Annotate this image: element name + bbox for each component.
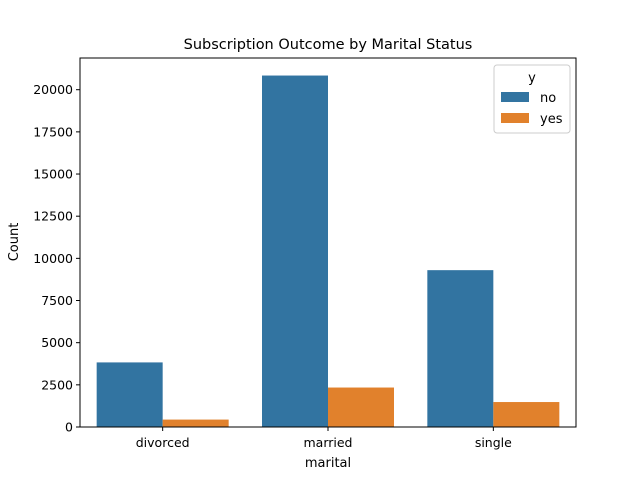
legend-label-yes: yes [540,112,563,127]
legend-title: y [528,71,536,86]
bars-layer [96,75,560,427]
y-axis: 0 2500 5000 7500 10000 12500 15000 17500 20000 [33,82,80,435]
y-axis-label: Count [7,223,22,262]
plot-area: divorced married single 0 2500 5000 7500 10000… [33,57,577,450]
y-tick-label: 17500 [33,124,73,139]
bar-no-divorced [96,362,163,427]
x-axis: divorced married single [136,427,512,450]
bar-yes-single [493,402,560,427]
y-tick-label: 20000 [33,82,73,97]
y-tick-label: 7500 [41,293,73,308]
y-tick-label: 0 [65,420,73,435]
bar-yes-married [328,387,394,427]
legend-items: no yes [501,91,563,127]
chart-title: Subscription Outcome by Marital Status [184,37,473,53]
legend: y no yes [493,64,571,134]
plot-frame [79,57,577,428]
bar-no-single [427,270,494,427]
legend-swatch-no [501,92,529,102]
x-tick-label: married [304,435,353,450]
bar-yes-divorced [162,419,229,427]
y-tick-label: 12500 [33,209,73,224]
legend-label-no: no [540,91,556,106]
legend-swatch-yes [501,113,529,123]
y-tick-label: 2500 [41,377,73,392]
bar-no-married [262,75,328,427]
y-tick-label: 15000 [33,167,73,182]
x-axis-label: marital [305,456,351,471]
y-tick-label: 10000 [33,251,73,266]
x-tick-label: single [475,435,512,450]
y-tick-label: 5000 [41,335,73,350]
x-tick-label: divorced [136,435,190,450]
